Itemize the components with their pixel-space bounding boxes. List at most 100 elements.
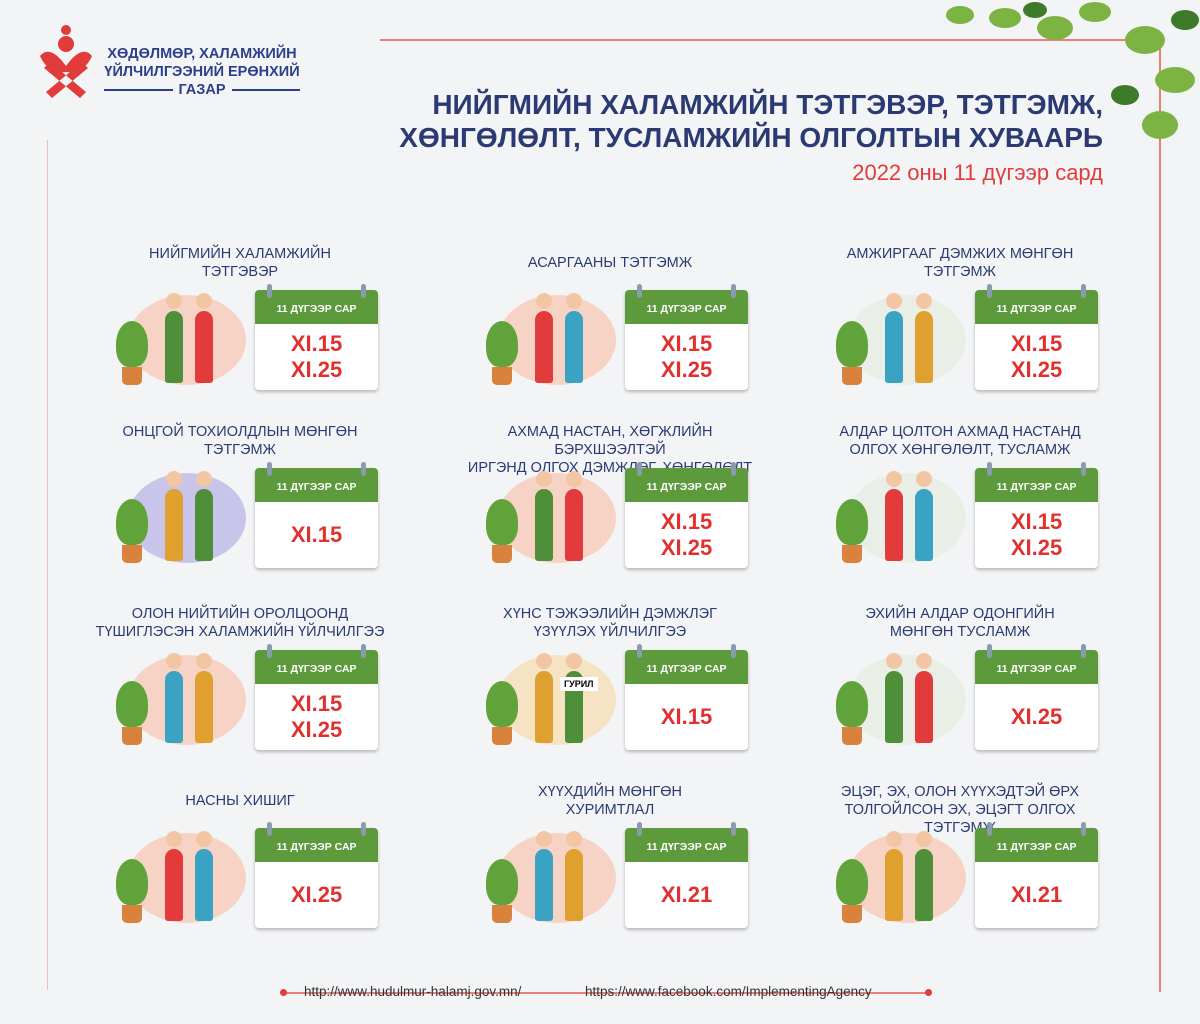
payment-date: XI.25: [1010, 704, 1063, 729]
schedule-item: НАСНЫ ХИШИГ 11 ДҮГЭЭР САР XI.25: [90, 783, 450, 953]
item-title: НИЙГМИЙН ХАЛАМЖИЙН ТЭТГЭВЭР: [90, 245, 390, 281]
calendar-card: 11 ДҮГЭЭР САР XI.25: [255, 822, 378, 928]
payment-date: XI.21: [1010, 882, 1063, 907]
item-title-line-2: ҮЗҮҮЛЭХ ҮЙЛЧИЛГЭЭ: [533, 624, 687, 640]
schedule-item: ХҮНС ТЭЖЭЭЛИЙН ДЭМЖЛЭГ ҮЗҮҮЛЭХ ҮЙЛЧИЛГЭЭ…: [460, 605, 820, 775]
item-illustration-icon: [830, 647, 970, 751]
calendar-card: 11 ДҮГЭЭР САР XI.21: [975, 822, 1098, 928]
payment-date: XI.15: [660, 331, 713, 356]
item-title: АЛДАР ЦОЛТОН АХМАД НАСТАНД ОЛГОХ ХӨНГӨЛӨ…: [810, 423, 1110, 459]
payment-date: XI.15: [290, 331, 343, 356]
calendar-month: 11 ДҮГЭЭР САР: [996, 481, 1077, 493]
item-title-line-2: МӨНГӨН ТУСЛАМЖ: [889, 624, 1031, 640]
item-title: АМЖИРГААГ ДЭМЖИХ МӨНГӨН ТЭТГЭМЖ: [810, 245, 1110, 281]
footer-dot-right: [925, 989, 932, 996]
calendar-card: 11 ДҮГЭЭР САР XI.21: [625, 822, 748, 928]
frame-line-left: [47, 140, 48, 990]
calendar-card: 11 ДҮГЭЭР САР XI.15: [255, 462, 378, 568]
item-title-line-1: ЭЦЭГ, ЭХ, ОЛОН ХҮҮХЭДТЭЙ ӨРХ: [840, 784, 1080, 800]
logo-text: ХӨДӨЛМӨР, ХАЛАМЖИЙН ҮЙЛЧИЛГЭЭНИЙ ЕРӨНХИЙ…: [104, 45, 301, 99]
schedule-item: ЭХИЙН АЛДАР ОДОНГИЙН МӨНГӨН ТУСЛАМЖ 11 Д…: [810, 605, 1170, 775]
frame-line-right: [1159, 39, 1161, 992]
payment-date: XI.25: [290, 882, 343, 907]
page-title-line-2: ХӨНГӨЛӨЛТ, ТУСЛАМЖИЙН ОЛГОЛТЫН ХУВААРЬ: [399, 122, 1103, 153]
item-illustration-icon: [110, 647, 250, 751]
item-title-line-1: ХҮҮХДИЙН МӨНГӨН: [537, 784, 683, 800]
schedule-item: ХҮҮХДИЙН МӨНГӨН ХУРИМТЛАЛ 11 ДҮГЭЭР САР …: [460, 783, 820, 953]
calendar-card: 11 ДҮГЭЭР САР XI.15 XI.25: [625, 284, 748, 390]
frame-line-top: [380, 39, 1160, 41]
item-title-line-1: ХҮНС ТЭЖЭЭЛИЙН ДЭМЖЛЭГ: [503, 606, 717, 622]
item-illustration-icon: [480, 825, 620, 929]
item-title: ЭЦЭГ, ЭХ, ОЛОН ХҮҮХЭДТЭЙ ӨРХ ТОЛГОЙЛСОН …: [810, 783, 1110, 837]
page-title: НИЙГМИЙН ХАЛАМЖИЙН ТЭТГЭВЭР, ТЭТГЭМЖ, ХӨ…: [399, 88, 1103, 154]
footer-dot-left: [280, 989, 287, 996]
calendar-month: 11 ДҮГЭЭР САР: [646, 841, 727, 853]
item-title-line-1: АСАРГААНЫ ТЭТГЭМЖ: [527, 255, 693, 271]
payment-date: XI.15: [660, 509, 713, 534]
item-title-line-2: ОЛГОХ ХӨНГӨЛӨЛТ, ТУСЛАМЖ: [849, 442, 1071, 458]
item-illustration-icon: [480, 287, 620, 391]
item-title-line-1: ОЛОН НИЙТИЙН ОРОЛЦООНД: [131, 606, 349, 622]
payment-date: XI.25: [290, 717, 343, 742]
calendar-card: 11 ДҮГЭЭР САР XI.25: [975, 644, 1098, 750]
item-title-line-1: АЛДАР ЦОЛТОН АХМАД НАСТАНД: [839, 424, 1081, 440]
payment-date: XI.21: [660, 882, 713, 907]
item-title-line-2: ТҮШИГЛЭСЭН ХАЛАМЖИЙН ҮЙЛЧИЛГЭЭ: [95, 624, 385, 640]
logo-line-2: ҮЙЛЧИЛГЭЭНИЙ ЕРӨНХИЙ: [104, 64, 300, 80]
item-illustration-icon: [110, 465, 250, 569]
payment-date: XI.15: [290, 691, 343, 716]
schedule-item: ОЛОН НИЙТИЙН ОРОЛЦООНД ТҮШИГЛЭСЭН ХАЛАМЖ…: [90, 605, 450, 775]
item-title-line-1: АМЖИРГААГ ДЭМЖИХ МӨНГӨН: [846, 246, 1074, 262]
schedule-item: ЭЦЭГ, ЭХ, ОЛОН ХҮҮХЭДТЭЙ ӨРХ ТОЛГОЙЛСОН …: [810, 783, 1170, 953]
page-title-line-1: НИЙГМИЙН ХАЛАМЖИЙН ТЭТГЭВЭР, ТЭТГЭМЖ,: [432, 89, 1103, 120]
item-title: ХҮҮХДИЙН МӨНГӨН ХУРИМТЛАЛ: [460, 783, 760, 819]
logo-icon: [40, 25, 92, 98]
item-title: ЭХИЙН АЛДАР ОДОНГИЙН МӨНГӨН ТУСЛАМЖ: [810, 605, 1110, 641]
item-title-line-1: НАСНЫ ХИШИГ: [185, 793, 295, 809]
item-title: ОЛОН НИЙТИЙН ОРОЛЦООНД ТҮШИГЛЭСЭН ХАЛАМЖ…: [90, 605, 390, 641]
calendar-card: 11 ДҮГЭЭР САР XI.15 XI.25: [975, 462, 1098, 568]
calendar-card: 11 ДҮГЭЭР САР XI.15 XI.25: [255, 284, 378, 390]
page-subtitle: 2022 оны 11 дүгээр сард: [852, 160, 1103, 185]
payment-date: XI.25: [660, 535, 713, 560]
calendar-month: 11 ДҮГЭЭР САР: [996, 663, 1077, 675]
schedule-item: НИЙГМИЙН ХАЛАМЖИЙН ТЭТГЭВЭР 11 ДҮГЭЭР СА…: [90, 245, 450, 415]
schedule-item: ОНЦГОЙ ТОХИОЛДЛЫН МӨНГӨН ТЭТГЭМЖ 11 ДҮГЭ…: [90, 423, 450, 593]
website-link[interactable]: http://www.hudulmur-halamj.gov.mn/: [304, 984, 522, 999]
item-title-line-2: ТЭТГЭВЭР: [201, 264, 279, 280]
item-illustration-icon: ГУРИЛ: [480, 647, 620, 751]
item-title: ОНЦГОЙ ТОХИОЛДЛЫН МӨНГӨН ТЭТГЭМЖ: [90, 423, 390, 459]
calendar-month: 11 ДҮГЭЭР САР: [996, 303, 1077, 315]
calendar-month: 11 ДҮГЭЭР САР: [646, 663, 727, 675]
item-title: НАСНЫ ХИШИГ: [90, 792, 390, 810]
frame-line-bottom: [283, 992, 928, 994]
leaves-decoration-icon: [946, 2, 1199, 139]
item-title-line-2: ТЭТГЭМЖ: [924, 264, 996, 280]
calendar-card: 11 ДҮГЭЭР САР XI.15 XI.25: [975, 284, 1098, 390]
calendar-month: 11 ДҮГЭЭР САР: [276, 481, 357, 493]
logo-line-3: ГАЗАР: [178, 82, 226, 98]
item-title-line-1: АХМАД НАСТАН, ХӨГЖЛИЙН БЭРХШЭЭЛТЭЙ: [507, 424, 713, 458]
payment-date: XI.25: [660, 357, 713, 382]
item-title-line-1: ОНЦГОЙ ТОХИОЛДЛЫН МӨНГӨН: [122, 424, 358, 440]
logo-line-1: ХӨДӨЛМӨР, ХАЛАМЖИЙН: [107, 46, 297, 62]
item-title: ХҮНС ТЭЖЭЭЛИЙН ДЭМЖЛЭГ ҮЗҮҮЛЭХ ҮЙЛЧИЛГЭЭ: [460, 605, 760, 641]
payment-date: XI.25: [290, 357, 343, 382]
payment-date: XI.25: [1010, 357, 1063, 382]
payment-date: XI.15: [660, 704, 713, 729]
payment-date: XI.15: [290, 522, 343, 547]
schedule-item: АСАРГААНЫ ТЭТГЭМЖ 11 ДҮГЭЭР САР XI.15 XI.…: [460, 245, 820, 415]
item-illustration-icon: [110, 825, 250, 929]
facebook-link[interactable]: https://www.facebook.com/ImplementingAge…: [585, 984, 872, 999]
item-illustration-icon: [830, 825, 970, 929]
flour-label: ГУРИЛ: [560, 677, 598, 691]
schedule-item: АХМАД НАСТАН, ХӨГЖЛИЙН БЭРХШЭЭЛТЭЙ ИРГЭН…: [460, 423, 820, 593]
item-illustration-icon: [830, 465, 970, 569]
schedule-item: АЛДАР ЦОЛТОН АХМАД НАСТАНД ОЛГОХ ХӨНГӨЛӨ…: [810, 423, 1170, 593]
payment-date: XI.15: [1010, 331, 1063, 356]
calendar-month: 11 ДҮГЭЭР САР: [996, 841, 1077, 853]
calendar-card: 11 ДҮГЭЭР САР XI.15: [625, 644, 748, 750]
calendar-month: 11 ДҮГЭЭР САР: [646, 481, 727, 493]
calendar-card: 11 ДҮГЭЭР САР XI.15 XI.25: [625, 462, 748, 568]
